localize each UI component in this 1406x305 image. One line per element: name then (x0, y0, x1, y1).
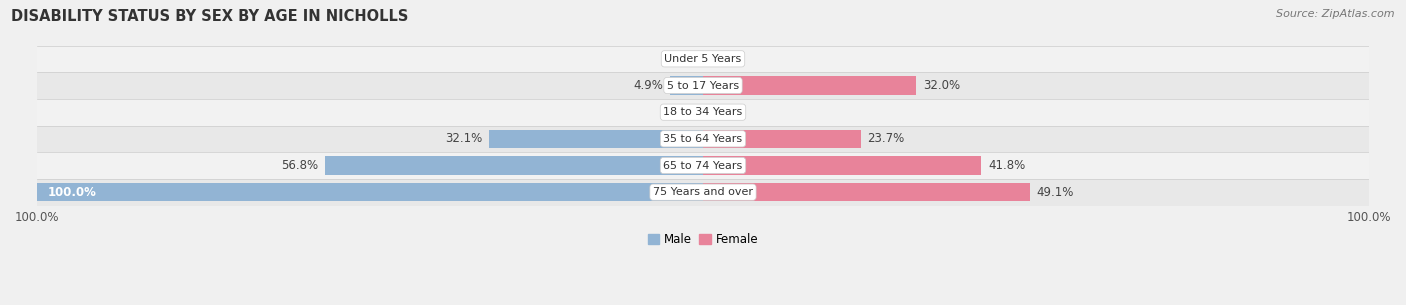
Text: DISABILITY STATUS BY SEX BY AGE IN NICHOLLS: DISABILITY STATUS BY SEX BY AGE IN NICHO… (11, 9, 409, 24)
Bar (37, 152, 1369, 179)
Text: 0.0%: 0.0% (666, 106, 696, 119)
Legend: Male, Female: Male, Female (643, 228, 763, 251)
Text: 0.0%: 0.0% (666, 52, 696, 65)
Text: 0.0%: 0.0% (710, 106, 740, 119)
Text: 18 to 34 Years: 18 to 34 Years (664, 107, 742, 117)
Text: 23.7%: 23.7% (868, 132, 904, 145)
Bar (703, 183, 1029, 201)
Text: 49.1%: 49.1% (1036, 186, 1074, 199)
Text: Under 5 Years: Under 5 Years (665, 54, 741, 64)
Text: 65 to 74 Years: 65 to 74 Years (664, 160, 742, 170)
Bar (325, 156, 703, 174)
Text: 0.0%: 0.0% (710, 52, 740, 65)
Bar (703, 77, 917, 95)
Text: 41.8%: 41.8% (988, 159, 1025, 172)
Bar (703, 130, 860, 148)
Text: 100.0%: 100.0% (48, 186, 96, 199)
Text: 4.9%: 4.9% (634, 79, 664, 92)
Text: Source: ZipAtlas.com: Source: ZipAtlas.com (1277, 9, 1395, 19)
Text: 32.0%: 32.0% (922, 79, 960, 92)
Bar (37, 183, 703, 201)
Bar (489, 130, 703, 148)
Bar (37, 72, 1369, 99)
Text: 32.1%: 32.1% (446, 132, 482, 145)
Bar (671, 77, 703, 95)
Text: 35 to 64 Years: 35 to 64 Years (664, 134, 742, 144)
Bar (37, 45, 1369, 72)
Text: 75 Years and over: 75 Years and over (652, 187, 754, 197)
Text: 56.8%: 56.8% (281, 159, 318, 172)
Bar (37, 125, 1369, 152)
Bar (37, 179, 1369, 206)
Bar (703, 156, 981, 174)
Bar (37, 99, 1369, 125)
Text: 5 to 17 Years: 5 to 17 Years (666, 81, 740, 91)
